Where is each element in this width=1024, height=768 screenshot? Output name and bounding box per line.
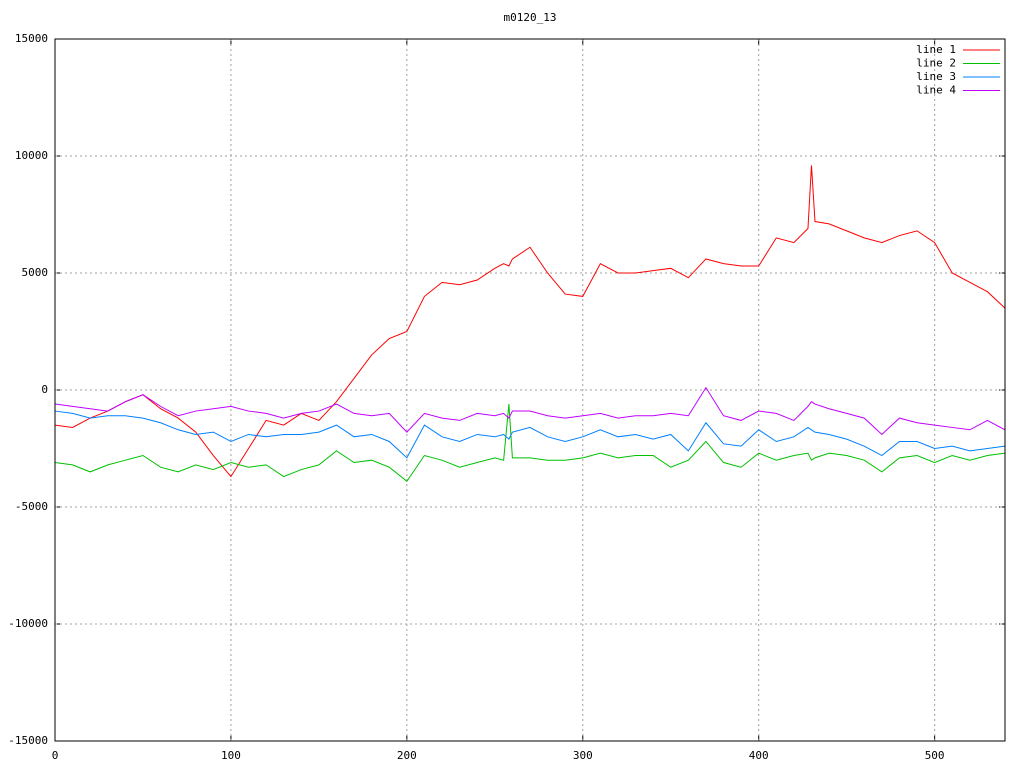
legend-label: line 2	[916, 57, 956, 70]
data-line	[54, 165, 1006, 478]
grid	[54, 38, 1005, 742]
legend-label: line 3	[916, 70, 956, 83]
x-tick-label: 500	[925, 749, 945, 762]
x-tick-label: 300	[573, 749, 593, 762]
y-tick-label: -15000	[8, 734, 48, 747]
data-line	[54, 386, 1006, 436]
y-tick-label: 10000	[15, 149, 48, 162]
plot-frame	[54, 38, 1006, 742]
data-line	[54, 410, 1006, 459]
x-tick-label: 400	[749, 749, 769, 762]
chart-title: m0120_13	[504, 11, 557, 24]
y-tick-label: 5000	[22, 266, 49, 279]
legend-label: line 4	[916, 84, 956, 97]
y-tick-label: 15000	[15, 32, 48, 45]
y-tick-label: 0	[41, 383, 48, 396]
data-line	[54, 403, 1006, 482]
x-tick-label: 200	[397, 749, 417, 762]
x-tick-label: 100	[221, 749, 241, 762]
plot-lines	[54, 165, 1006, 482]
x-tick-label: 0	[52, 749, 59, 762]
y-tick-label: -10000	[8, 617, 48, 630]
y-tick-label: -5000	[15, 500, 48, 513]
legend-label: line 1	[916, 43, 956, 56]
